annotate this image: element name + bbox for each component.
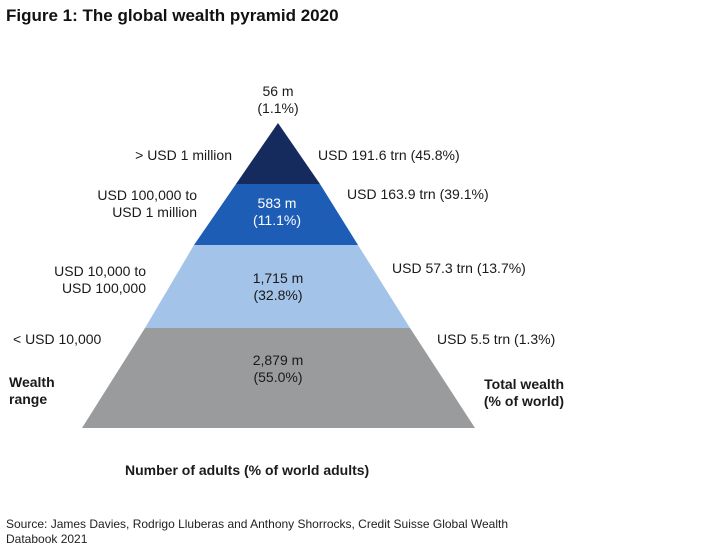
- tier3-range-line1: USD 10,000 to: [54, 263, 146, 279]
- tier3-adults: 1,715 m (32.8%): [233, 270, 323, 304]
- source-line1: Source: James Davies, Rodrigo Lluberas a…: [6, 517, 509, 531]
- tier3-adults-pct: (32.8%): [253, 287, 303, 303]
- figure-title: Figure 1: The global wealth pyramid 2020: [6, 6, 339, 25]
- pyramid-tier-1: [236, 123, 320, 184]
- pyramid-tier-4: [82, 328, 475, 428]
- tier1-adults-pct: (1.1%): [257, 100, 299, 116]
- source-line2: Databook 2021: [6, 532, 88, 546]
- source-note: Source: James Davies, Rodrigo Lluberas a…: [6, 517, 508, 547]
- tier4-total-wealth: USD 5.5 trn (1.3%): [437, 331, 556, 347]
- wealth-range-line1: Wealth: [9, 374, 55, 390]
- tier4-wealth-range: < USD 10,000: [13, 331, 102, 347]
- tier3-total-wealth: USD 57.3 trn (13.7%): [392, 260, 526, 276]
- x-axis-label: Number of adults (% of world adults): [125, 462, 370, 478]
- total-wealth-heading: Total wealth (% of world): [484, 376, 564, 410]
- pyramid-tier-3: [145, 245, 410, 328]
- tier3-wealth-range: USD 10,000 to USD 100,000: [54, 263, 146, 297]
- wealth-range-heading: Wealth range: [9, 374, 55, 408]
- total-wealth-line2: (% of world): [483, 393, 564, 409]
- tier2-range-line2: USD 1 million: [112, 204, 197, 220]
- tier4-adults-pct: (55.0%): [253, 369, 303, 385]
- wealth-range-line2: range: [9, 391, 48, 407]
- tier1-adults: 56 m (1.1%): [238, 83, 318, 117]
- tier2-adults-count: 583 m: [257, 195, 297, 211]
- tier2-wealth-range: USD 100,000 to USD 1 million: [97, 187, 197, 221]
- tier2-adults-pct: (11.1%): [253, 212, 301, 228]
- tier1-adults-count: 56 m: [262, 83, 294, 99]
- total-wealth-line1: Total wealth: [484, 376, 564, 392]
- pyramid-tier-2: [194, 184, 358, 245]
- tier2-adults: 583 m (11.1%): [237, 195, 317, 229]
- tier4-adults: 2,879 m (55.0%): [233, 352, 323, 386]
- tier3-adults-count: 1,715 m: [252, 270, 304, 286]
- tier4-adults-count: 2,879 m: [252, 352, 304, 368]
- tier2-total-wealth: USD 163.9 trn (39.1%): [347, 186, 489, 202]
- tier2-range-line1: USD 100,000 to: [97, 187, 197, 203]
- tier1-wealth-range: > USD 1 million: [135, 147, 232, 163]
- tier1-total-wealth: USD 191.6 trn (45.8%): [318, 147, 460, 163]
- tier3-range-line2: USD 100,000: [61, 280, 146, 296]
